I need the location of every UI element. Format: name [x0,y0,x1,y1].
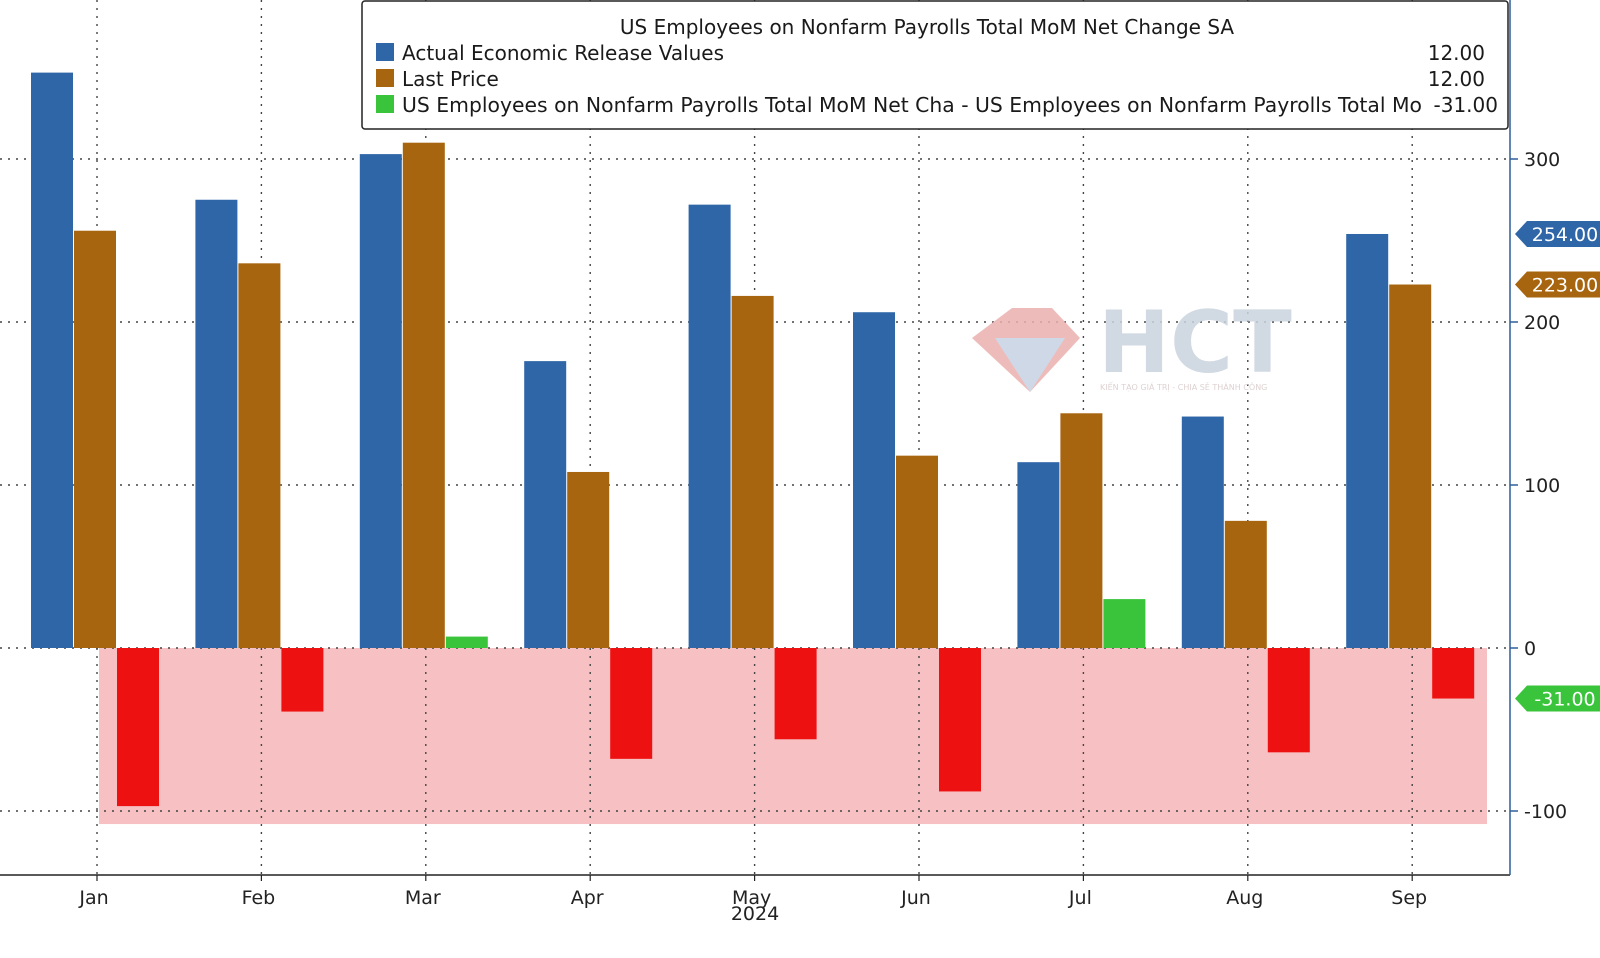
watermark-text: HCT [1098,293,1292,393]
legend-swatch-last-price [376,69,394,87]
last-value-flag-label-0: 254.00 [1532,224,1598,246]
bar-jul-s1 [1060,413,1103,648]
bar-may-s2 [774,648,817,740]
bar-mar-s2 [445,636,488,648]
legend-value-last-price: 12.00 [1428,67,1485,91]
last-value-flag-2 [1515,685,1600,712]
bar-jun-s1 [896,455,938,648]
bar-aug-s2 [1267,648,1310,753]
legend-value-actual: 12.00 [1428,41,1485,65]
legend-label-difference: US Employees on Nonfarm Payrolls Total M… [402,93,1422,117]
legend-swatch-actual [376,43,394,61]
y-tick-label: 300 [1524,149,1560,171]
x-tick-label-jun: Jun [900,887,931,909]
legend-swatch-difference [376,95,394,113]
chart-title: US Employees on Nonfarm Payrolls Total M… [620,15,1234,39]
x-tick-label-mar: Mar [405,887,441,909]
bar-jul-s2 [1103,599,1146,648]
x-axis-year-label: 2024 [731,903,779,925]
legend-label-last-price: Last Price [402,67,499,91]
last-value-flag-label-2: -31.00 [1534,689,1595,711]
x-tick-label-aug: Aug [1226,887,1263,909]
bar-may-s0 [688,204,731,648]
legend-value-difference: -31.00 [1434,93,1498,117]
bar-mar-s0 [359,154,402,649]
x-tick-label-feb: Feb [242,887,276,909]
y-tick-label: 0 [1524,638,1536,660]
bar-feb-s0 [195,199,238,648]
bar-feb-s1 [238,263,281,648]
bar-aug-s1 [1224,520,1267,648]
y-tick-label: -100 [1524,801,1567,823]
bar-jul-s0 [1017,462,1060,648]
legend: US Employees on Nonfarm Payrolls Total M… [361,0,1509,130]
bar-apr-s0 [524,361,567,648]
bar-feb-s2 [281,648,324,712]
axes: 300 200 100 0 -100 Jan Feb Mar Apr May Jun Jul Aug Se… [0,0,1600,909]
bar-jun-s0 [853,312,895,648]
y-tick-label: 100 [1524,475,1560,497]
watermark: HCT KIẾN TẠO GIÁ TRỊ - CHIA SẺ THÀNH CÔN… [972,293,1292,393]
x-tick-label-apr: Apr [571,887,604,909]
legend-box [361,0,1509,130]
bars [31,72,1475,807]
watermark-tagline: KIẾN TẠO GIÁ TRỊ - CHIA SẺ THÀNH CÔNG [1100,381,1267,393]
x-tick-label-jul: Jul [1068,887,1092,909]
bar-jan-s0 [31,72,73,649]
bar-sep-s1 [1389,284,1432,648]
bar-sep-s0 [1346,233,1389,649]
last-value-flag-label-1: 223.00 [1532,275,1598,297]
y-tick-label: 200 [1524,312,1560,334]
bar-jan-s2 [117,648,159,807]
last-value-flag-0 [1515,220,1600,247]
bar-aug-s0 [1181,416,1224,648]
x-tick-label-may: May [732,887,771,909]
x-tick-label-sep: Sep [1391,887,1427,909]
x-tick-label-jan: Jan [78,887,108,909]
last-value-flag-1 [1515,271,1600,298]
bar-apr-s2 [610,648,653,759]
bar-jan-s1 [74,230,116,648]
bar-may-s1 [731,295,774,648]
bar-apr-s1 [567,471,610,648]
bar-mar-s1 [402,142,445,648]
bar-sep-s2 [1432,648,1475,699]
legend-label-actual: Actual Economic Release Values [402,41,724,65]
bar-jun-s2 [939,648,981,792]
